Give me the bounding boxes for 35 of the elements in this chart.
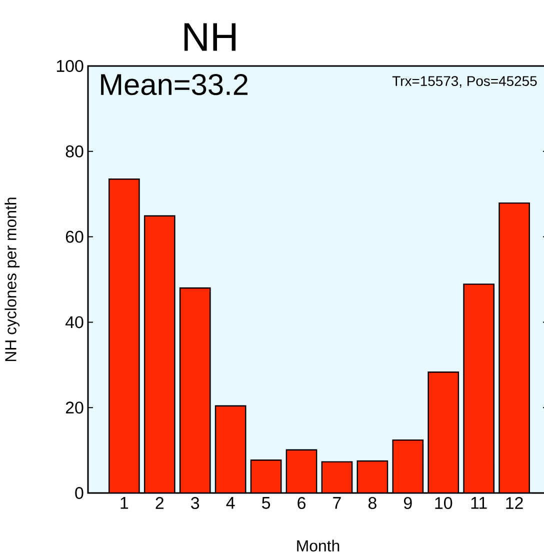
bar	[392, 440, 423, 493]
chart-title: NH	[184, 23, 236, 51]
x-tick-label: 6	[298, 497, 306, 510]
y-tick-label: 60	[66, 230, 84, 243]
bar	[464, 284, 494, 493]
y-axis-title: NH cyclones per month	[4, 198, 20, 362]
y-tick-label: 80	[66, 145, 84, 158]
x-tick-label: 5	[262, 497, 270, 509]
y-tick-label: 100	[56, 60, 84, 72]
x-tick-label: 1	[120, 497, 128, 509]
x-tick-label: 8	[368, 497, 376, 510]
bar	[428, 372, 458, 493]
x-tick-label: 7	[333, 497, 341, 509]
bar	[109, 179, 140, 493]
x-tick-label: 2	[156, 497, 164, 509]
x-tick-label: 3	[191, 497, 200, 510]
bar	[322, 462, 352, 493]
x-tick-label: 12	[506, 497, 523, 509]
bar	[286, 450, 317, 493]
x-tick-label: 11	[471, 497, 487, 509]
bar	[216, 406, 246, 493]
bar	[498, 202, 530, 493]
y-tick-label: 0	[75, 486, 84, 499]
annotation: Trx=15573, Pos=45255	[392, 76, 537, 88]
bar	[250, 460, 282, 493]
bar	[144, 216, 175, 493]
bar	[357, 460, 388, 493]
x-tick-label: 4	[226, 497, 235, 509]
x-axis-title: Month	[297, 540, 340, 552]
x-tick-label: 10	[435, 497, 452, 510]
bar	[180, 288, 210, 493]
annotation: Mean=33.2	[101, 74, 248, 96]
y-tick-label: 20	[66, 402, 84, 414]
x-tick-label: 9	[404, 497, 412, 510]
y-tick-label: 40	[65, 316, 84, 328]
